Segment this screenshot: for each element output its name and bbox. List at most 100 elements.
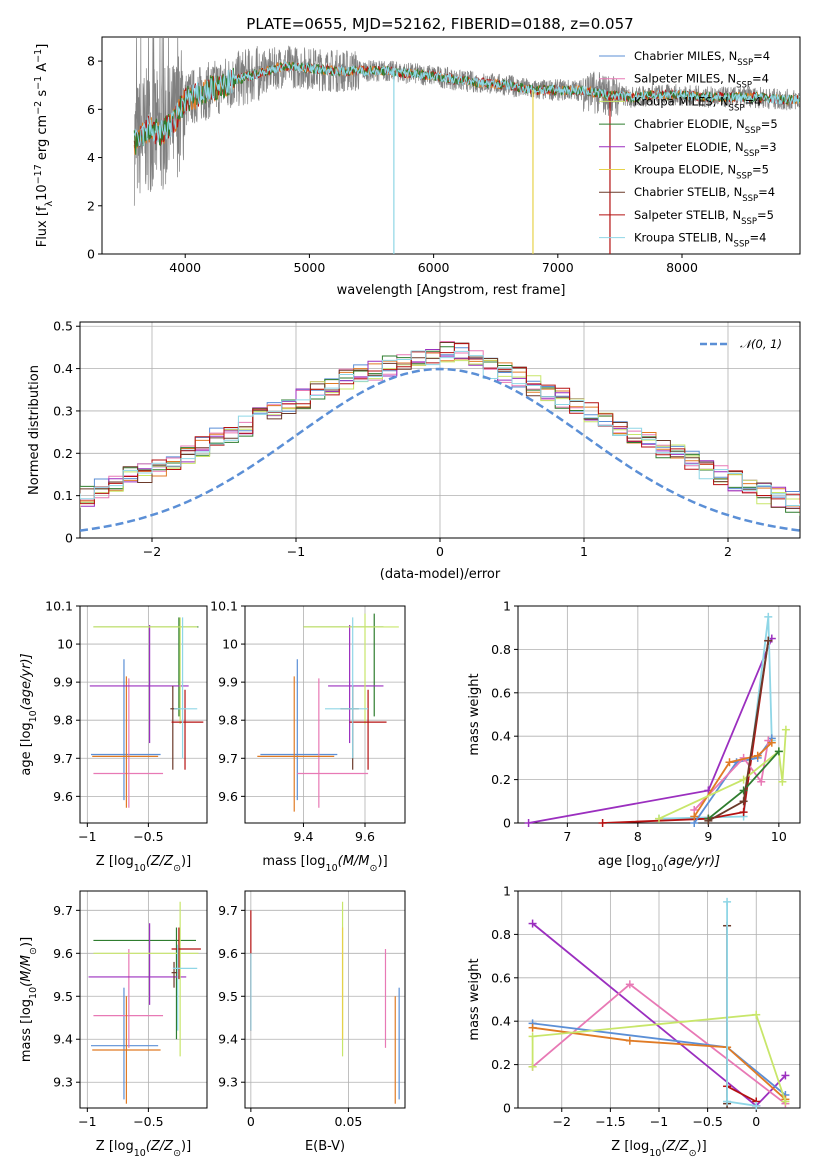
y-tick-label: 4 [87, 150, 95, 165]
age_vs_Z-xlabel-part: Z [log [96, 854, 134, 869]
weight-marker [704, 816, 713, 825]
mass_vs_ebv-frame [244, 890, 406, 1109]
weight_vs_Z-xlabel-part: 10 [649, 1148, 661, 1159]
weight-marker [767, 738, 776, 747]
x-tick-label: −1 [78, 829, 96, 844]
age_vs_Z-xlabel-part: 10 [134, 863, 146, 874]
weight-marker [598, 819, 607, 827]
y-tick-label: 9.4 [218, 1032, 238, 1047]
legend-entry-name: Salpeter MILES, N [634, 72, 736, 86]
age_vs_mass-xlabel-part: (M/M [338, 854, 370, 869]
spectrum-ylabel-part: A [35, 63, 50, 76]
legend-entry-name: Kroupa ELODIE, N [634, 163, 736, 177]
data-point [92, 996, 161, 1104]
x-tick-label: −0.5 [692, 1114, 722, 1129]
mass_vs_Z-ylabel-part: mass [log [19, 999, 34, 1062]
weight_vs_Z-ylabel: mass weight [467, 958, 482, 1040]
y-tick-label: 9.5 [218, 989, 238, 1004]
legend-entry-name: Kroupa STELIB, N [634, 231, 734, 245]
spectrum-ylabel-part: 10 [35, 184, 50, 201]
mass_vs_Z-xlabel-part: 10 [134, 1148, 146, 1159]
age_vs_Z-xlabel-part: (Z/Z [146, 854, 174, 869]
weight-marker [723, 897, 732, 906]
legend-entry-name: Chabrier STELIB, N [634, 185, 742, 199]
data-point [260, 659, 338, 801]
y-tick-label: 0.8 [491, 927, 511, 942]
y-tick-label: 9.6 [53, 946, 73, 961]
y-tick-label: 0.2 [491, 1057, 511, 1072]
data-point [328, 625, 384, 744]
weight_vs_age-frame [517, 605, 801, 824]
legend-entry-sub: SSP [745, 126, 761, 136]
y-tick-label: 0.2 [491, 772, 511, 787]
weight_vs_age-xlabel-part: age [log [598, 854, 651, 869]
data-point [349, 689, 387, 770]
legend-entry: Chabrier MILES, NSSP=4 [634, 49, 770, 68]
legend-entry-name: Salpeter STELIB, N [634, 208, 741, 222]
weight-marker [528, 919, 537, 928]
y-tick-label: 9.4 [53, 1032, 73, 1047]
x-tick-label: 1 [580, 544, 588, 559]
x-tick-label: −2 [143, 544, 161, 559]
gaussian-curve [80, 367, 800, 532]
data-point [257, 676, 335, 812]
spectrum-xlabel: wavelength [Angstrom, rest frame] [337, 283, 566, 298]
spectrum-legend: Chabrier MILES, NSSP=4 Salpeter MILES, N S… [599, 49, 778, 250]
data-point [325, 617, 369, 759]
y-tick-label: 10.1 [45, 599, 73, 614]
x-tick-label: 4000 [169, 260, 201, 275]
y-tick-label: 9.6 [218, 946, 238, 961]
legend-entry-sub: SSP [742, 194, 758, 204]
mass_vs_Z-axes: −1 −0.59.39.49.59.69.7Z [log10(Z/Z⊙)]mass… [19, 890, 208, 1159]
weight-marker [781, 1097, 790, 1106]
age_vs_mass-xlabel-part: )] [378, 854, 388, 869]
legend-entry-value: =4 [753, 49, 770, 63]
weight-marker [739, 786, 748, 795]
weight-marker [739, 797, 748, 806]
weight-marker [753, 751, 762, 760]
weight-series-line [532, 1026, 786, 1100]
spectrum-ylabel: Flux [fλ10−17 erg cm−2 s−1 A−1] [33, 44, 55, 248]
legend-entry-value: =5 [757, 208, 774, 222]
y-tick-label: 9.9 [53, 675, 73, 690]
age_vs_mass-xlabel-part: mass [log [262, 854, 325, 869]
mass_vs_ebv-xlabel-part: E(B-V) [305, 1139, 345, 1154]
legend-entry-sub: SSP [736, 172, 752, 182]
mass_vs_Z-xlabel-part: Z [log [96, 1139, 134, 1154]
y-tick-label: 0.3 [53, 403, 73, 418]
weight-marker [774, 747, 783, 756]
weight-series-line [693, 742, 773, 817]
weight-marker [625, 1036, 634, 1045]
weight-marker [528, 1023, 537, 1032]
y-tick-label: 9.6 [218, 789, 238, 804]
x-tick-label: 9.4 [294, 829, 314, 844]
mass_vs_Z-xlabel-part: )] [181, 1139, 191, 1154]
residual-histogram-series [80, 350, 800, 506]
weight_vs_Z-xlabel-part: ⊙ [689, 1148, 697, 1159]
y-tick-label: 0.5 [53, 319, 73, 334]
x-tick-label: 0 [436, 544, 444, 559]
weight-series-line [693, 740, 770, 811]
legend-entry-sub: SSP [734, 240, 750, 250]
data-point [93, 678, 164, 808]
age_vs_Z-ylabel-part: (age/yr)] [19, 653, 34, 710]
spectrum-ylabel-part: s [35, 90, 50, 101]
data-point [171, 927, 201, 980]
age_vs_mass-frame [244, 605, 406, 824]
x-tick-label: 0 [752, 1114, 760, 1129]
spectrum-ylabel-part: erg cm [35, 115, 50, 164]
y-tick-label: 9.5 [53, 989, 73, 1004]
data-point [90, 659, 161, 801]
mass_vs_Z-ylabel-part: 10 [28, 987, 39, 999]
y-tick-label: 10.1 [210, 599, 238, 614]
x-tick-label: 0 [247, 1114, 255, 1129]
x-tick-label: 7 [563, 829, 571, 844]
y-tick-label: 9.8 [218, 713, 238, 728]
weight-marker [524, 819, 533, 827]
y-tick-label: 0.4 [53, 361, 73, 376]
y-tick-label: 9.8 [53, 713, 73, 728]
legend-entry-value: =4 [749, 231, 766, 245]
y-tick-label: 0.2 [53, 446, 73, 461]
